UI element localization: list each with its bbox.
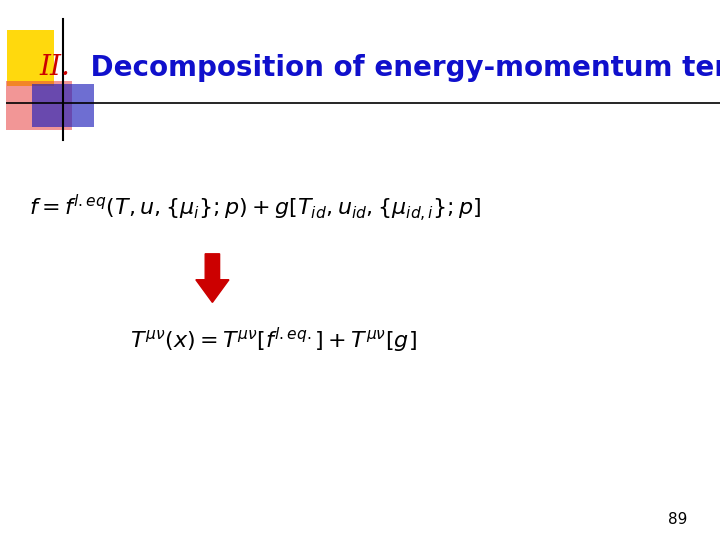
Bar bbox=[6, 81, 72, 130]
FancyArrow shape bbox=[196, 254, 229, 302]
Bar bbox=[7, 30, 54, 86]
Text: Decomposition of energy-momentum tensor: Decomposition of energy-momentum tensor bbox=[81, 53, 720, 82]
Text: II.: II. bbox=[40, 54, 71, 81]
Text: $T^{\mu\nu}(x) = T^{\mu\nu}[f^{l.eq.}] + T^{\mu\nu}[g]$: $T^{\mu\nu}(x) = T^{\mu\nu}[f^{l.eq.}] +… bbox=[130, 326, 416, 355]
Text: $f = f^{l.eq}(T, u, \{\mu_i\}; p) + g[T_{id}, u_{id}, \{\mu_{id,i}\}; p]$: $f = f^{l.eq}(T, u, \{\mu_i\}; p) + g[T_… bbox=[29, 192, 482, 224]
Bar bbox=[32, 84, 94, 127]
Text: 89: 89 bbox=[668, 511, 688, 526]
